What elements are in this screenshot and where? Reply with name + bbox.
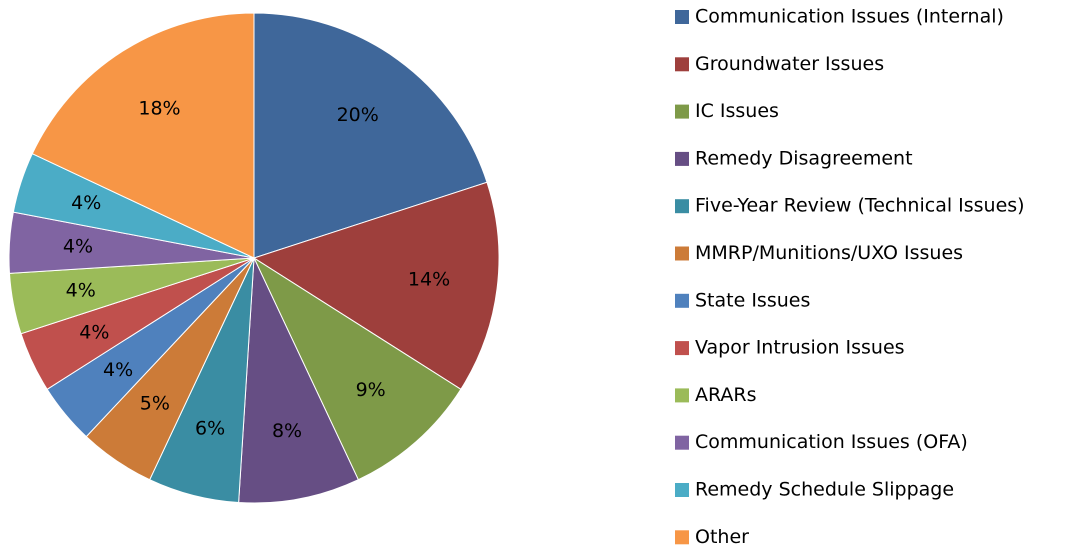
legend-label: Remedy Schedule Slippage <box>695 479 954 501</box>
pie-slice <box>252 181 500 390</box>
legend-swatch <box>675 530 689 545</box>
data-label: 4% <box>63 235 93 257</box>
legend-label: Remedy Disagreement <box>695 147 913 169</box>
legend-swatch <box>675 388 689 403</box>
data-label: 20% <box>337 104 379 126</box>
legend-label: ARARs <box>695 384 757 406</box>
legend-swatch <box>675 104 689 119</box>
legend-swatch <box>675 246 689 261</box>
legend-label: Groundwater Issues <box>695 53 884 75</box>
pie-slice <box>253 12 488 259</box>
pie-slice <box>31 12 255 259</box>
legend-label: IC Issues <box>695 100 779 122</box>
legend-swatch <box>675 341 689 356</box>
legend-swatch <box>675 483 689 497</box>
legend-label: Communication Issues (Internal) <box>695 6 1004 28</box>
data-label: 4% <box>103 359 133 381</box>
legend-label: Communication Issues (OFA) <box>695 431 968 453</box>
legend-label: Vapor Intrusion Issues <box>695 337 905 359</box>
data-label: 4% <box>79 322 109 344</box>
legend-swatch <box>675 435 689 450</box>
legend-swatch <box>675 293 689 308</box>
legend-swatch <box>675 10 689 24</box>
data-label: 4% <box>66 280 96 302</box>
pie-slice <box>238 257 359 504</box>
data-label: 18% <box>138 98 180 120</box>
legend-swatch <box>675 57 689 72</box>
legend-label: Five-Year Review (Technical Issues) <box>695 195 1025 217</box>
data-label: 6% <box>195 417 225 439</box>
data-label: 14% <box>408 269 450 291</box>
legend-label: State Issues <box>695 289 810 311</box>
data-label: 9% <box>356 379 386 401</box>
pie-slice <box>252 256 462 481</box>
legend-label: MMRP/Munitions/UXO Issues <box>695 242 963 264</box>
legend-swatch <box>675 199 689 214</box>
data-label: 4% <box>71 192 101 214</box>
data-label: 5% <box>140 392 170 414</box>
legend-swatch <box>675 151 689 166</box>
data-label: 8% <box>272 420 302 442</box>
legend-label: Other <box>695 526 749 548</box>
